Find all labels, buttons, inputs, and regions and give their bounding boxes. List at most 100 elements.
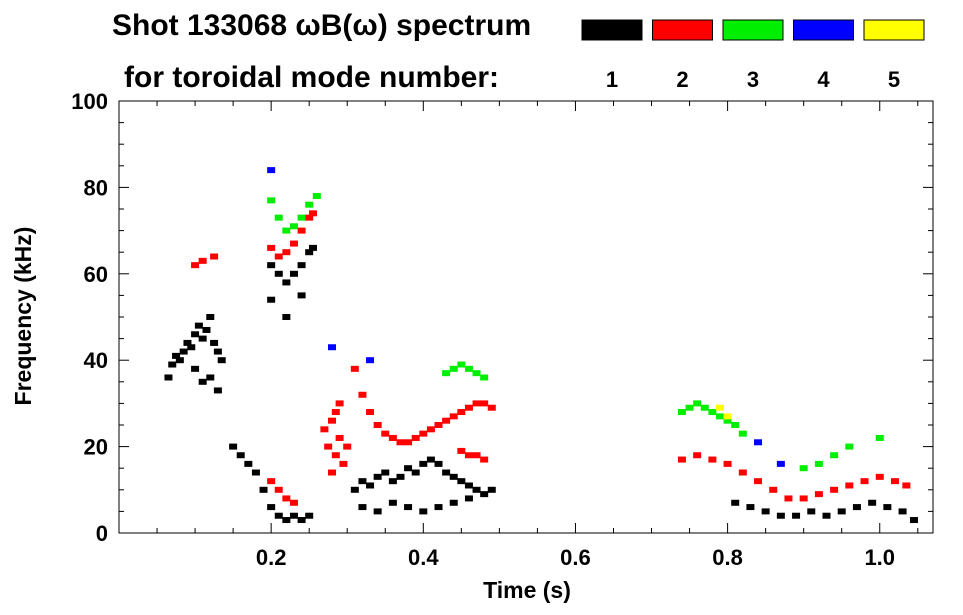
data-point-n1-13	[213, 348, 222, 355]
data-point-n1-70	[776, 512, 785, 519]
data-point-n1-60	[373, 508, 382, 515]
data-point-n2-9	[308, 210, 317, 217]
data-point-n1-67	[731, 499, 740, 506]
data-point-n3-19	[723, 417, 732, 424]
data-point-n1-11	[206, 314, 215, 320]
legend-label-mode-5: 5	[888, 67, 900, 92]
data-point-n2-31	[404, 439, 413, 446]
data-point-n2-3	[267, 244, 276, 251]
data-point-n1-79	[909, 517, 918, 524]
data-point-n2-35	[434, 422, 443, 428]
data-point-n2-19	[339, 460, 348, 467]
data-point-n2-1	[198, 257, 207, 264]
data-point-n2-12	[282, 495, 291, 502]
data-point-n1-14	[217, 357, 226, 364]
data-point-n2-29	[388, 434, 397, 441]
data-point-n2-30	[396, 439, 405, 446]
legend-swatch-mode-4	[793, 19, 854, 41]
data-point-n3-6	[312, 193, 321, 200]
data-point-n3-17	[708, 409, 717, 416]
data-point-n2-22	[328, 469, 337, 476]
data-point-n2-16	[328, 417, 337, 424]
data-point-n1-68	[746, 504, 755, 511]
data-point-n1-65	[449, 499, 458, 506]
data-point-n2-60	[875, 473, 884, 480]
data-point-n3-1	[274, 214, 283, 221]
data-point-n3-26	[875, 434, 884, 441]
data-point-n2-13	[289, 499, 298, 506]
data-point-n1-25	[274, 512, 283, 519]
data-point-n2-59	[860, 478, 869, 485]
data-point-n1-52	[442, 469, 451, 476]
data-point-n1-71	[792, 512, 801, 519]
data-point-n2-7	[297, 227, 306, 234]
legend-swatch-mode-3	[722, 19, 784, 41]
data-point-n1-30	[267, 262, 276, 269]
data-point-n1-39	[297, 292, 306, 299]
data-point-n1-73	[822, 512, 831, 519]
data-point-n1-69	[761, 508, 770, 515]
data-point-n1-43	[373, 473, 382, 480]
data-point-n3-13	[677, 409, 686, 416]
data-point-n2-36	[442, 417, 451, 424]
data-point-n2-21	[331, 409, 340, 416]
legend-label-mode-2: 2	[676, 67, 688, 92]
data-point-n1-57	[480, 491, 489, 498]
data-point-n1-7	[191, 331, 200, 338]
data-point-n1-29	[305, 512, 314, 519]
data-point-n2-23	[335, 400, 344, 407]
data-point-n2-39	[464, 404, 473, 411]
data-point-n2-48	[693, 452, 702, 459]
data-point-n1-48	[411, 469, 420, 476]
data-point-n2-2	[210, 253, 219, 260]
data-point-n3-5	[305, 201, 314, 208]
data-point-n1-40	[350, 486, 359, 493]
data-point-n3-22	[799, 465, 808, 472]
data-point-n3-8	[449, 365, 458, 372]
data-point-n1-64	[434, 504, 443, 511]
legend-label-mode-4: 4	[817, 67, 830, 92]
data-point-n3-23	[814, 460, 823, 467]
data-point-n3-11	[472, 370, 481, 377]
legend-label-mode-3: 3	[747, 67, 759, 92]
data-point-n1-27	[289, 512, 298, 519]
data-point-n3-16	[700, 404, 709, 411]
data-point-n2-50	[723, 460, 732, 467]
chart-title: Shot 133068 ωB(ω) spectrum	[112, 9, 531, 42]
data-point-n1-5	[183, 339, 192, 346]
data-point-n1-24	[267, 504, 276, 511]
data-point-n3-10	[464, 365, 473, 372]
data-point-n1-34	[297, 262, 306, 269]
data-point-n4-4	[776, 460, 785, 467]
data-point-n1-77	[883, 504, 892, 511]
data-point-n1-72	[807, 508, 816, 515]
legend: 1 2 3 4 5	[581, 19, 925, 92]
data-point-n2-34	[426, 426, 435, 433]
data-point-n1-32	[282, 279, 291, 286]
data-point-n1-19	[229, 443, 238, 450]
data-point-n2-43	[457, 447, 466, 454]
data-point-n2-11	[274, 486, 283, 493]
data-point-n2-41	[480, 400, 489, 407]
x-axis-label: Time (s)	[483, 577, 571, 603]
data-point-n3-25	[845, 443, 854, 450]
data-point-n1-31	[274, 270, 283, 277]
data-point-n2-26	[366, 409, 375, 416]
data-point-n1-16	[198, 378, 207, 385]
data-point-n2-45	[472, 452, 481, 459]
data-point-n1-9	[198, 335, 207, 342]
y-tick-label: 20	[84, 435, 108, 460]
y-tick-label: 60	[84, 262, 108, 287]
data-point-n1-21	[244, 460, 253, 467]
data-point-n1-22	[251, 469, 260, 476]
data-point-n1-3	[175, 357, 184, 364]
x-tick-label: 0.2	[256, 545, 287, 570]
y-tick-label: 80	[84, 175, 108, 200]
data-point-n3-3	[289, 223, 298, 230]
data-point-n2-8	[305, 214, 314, 221]
data-point-n2-25	[358, 391, 367, 398]
data-point-n3-4	[297, 214, 306, 221]
data-point-n2-6	[289, 240, 298, 247]
data-point-n2-52	[754, 478, 763, 485]
